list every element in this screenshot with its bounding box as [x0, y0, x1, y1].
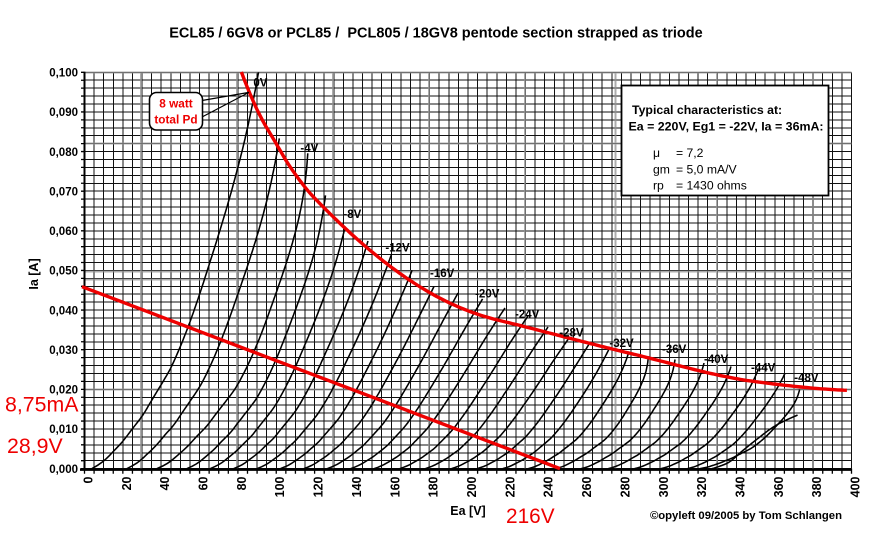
- svg-text:20: 20: [120, 476, 134, 490]
- svg-text:0,030: 0,030: [49, 345, 78, 357]
- svg-text:-44V: -44V: [751, 363, 776, 375]
- svg-text:-32V: -32V: [609, 338, 634, 350]
- svg-text:-20V: -20V: [475, 289, 500, 301]
- svg-text:gm: gm: [653, 163, 670, 177]
- svg-text:Ea = 220V, Eg1 = -22V, Ia = 36: Ea = 220V, Eg1 = -22V, Ia = 36mA:: [629, 120, 824, 134]
- svg-text:Ia [A]: Ia [A]: [27, 258, 41, 289]
- svg-text:80: 80: [235, 476, 249, 490]
- svg-text:0,010: 0,010: [49, 424, 78, 436]
- svg-text:-40V: -40V: [704, 354, 729, 366]
- svg-text:320: 320: [695, 476, 709, 497]
- svg-text:220: 220: [503, 476, 517, 497]
- svg-text:28,9V: 28,9V: [7, 434, 63, 458]
- svg-text:0,040: 0,040: [49, 305, 78, 317]
- svg-text:= 1430 ohms: = 1430 ohms: [676, 179, 747, 193]
- svg-text:-8V: -8V: [343, 209, 361, 221]
- svg-text:= 7,2: = 7,2: [676, 146, 704, 160]
- svg-text:300: 300: [657, 476, 671, 497]
- svg-text:160: 160: [388, 476, 402, 497]
- svg-text:0,000: 0,000: [49, 464, 78, 476]
- svg-text:400: 400: [849, 476, 863, 497]
- svg-text:120: 120: [312, 476, 326, 497]
- svg-text:0,070: 0,070: [49, 186, 78, 198]
- svg-text:280: 280: [618, 476, 632, 497]
- svg-text:200: 200: [465, 476, 479, 497]
- svg-text:0,060: 0,060: [49, 226, 78, 238]
- svg-text:260: 260: [580, 476, 594, 497]
- svg-text:40: 40: [158, 476, 172, 490]
- svg-text:0,090: 0,090: [49, 107, 78, 119]
- svg-text:180: 180: [427, 476, 441, 497]
- svg-text:340: 340: [734, 476, 748, 497]
- svg-text:140: 140: [350, 476, 364, 497]
- svg-text:0,100: 0,100: [49, 68, 78, 80]
- svg-text:0,050: 0,050: [49, 266, 78, 278]
- svg-text:-4V: -4V: [300, 143, 318, 155]
- svg-text:μ: μ: [653, 146, 660, 160]
- svg-text:8,75mA: 8,75mA: [5, 393, 79, 417]
- svg-text:-48V: -48V: [794, 373, 819, 385]
- svg-text:©opyleft 09/2005 by Tom Schlan: ©opyleft 09/2005 by Tom Schlangen: [650, 510, 842, 522]
- svg-text:total Pd: total Pd: [154, 113, 197, 127]
- svg-text:0,080: 0,080: [49, 147, 78, 159]
- svg-text:380: 380: [810, 476, 824, 497]
- svg-text:360: 360: [772, 476, 786, 497]
- svg-text:ECL85 / 6GV8 or PCL85 / PCL80: ECL85 / 6GV8 or PCL85 / PCL805 / 18GV8 p…: [169, 26, 702, 42]
- svg-text:240: 240: [542, 476, 556, 497]
- svg-text:-36V: -36V: [662, 344, 687, 356]
- svg-text:-24V: -24V: [515, 309, 540, 321]
- svg-text:Ea [V]: Ea [V]: [450, 504, 485, 518]
- svg-text:0: 0: [82, 476, 96, 483]
- svg-text:-16V: -16V: [430, 268, 455, 280]
- svg-text:-28V: -28V: [559, 328, 584, 340]
- svg-text:0,020: 0,020: [49, 385, 78, 397]
- svg-text:8 watt: 8 watt: [159, 97, 193, 111]
- svg-text:-12V: -12V: [385, 242, 410, 254]
- svg-text:216V: 216V: [506, 505, 555, 528]
- svg-text:0V: 0V: [253, 77, 267, 89]
- svg-text:rp: rp: [653, 179, 664, 193]
- svg-text:60: 60: [197, 476, 211, 490]
- svg-text:Typical characteristics at:: Typical characteristics at:: [632, 103, 782, 117]
- svg-text:100: 100: [273, 476, 287, 497]
- svg-text:= 5,0 mA/V: = 5,0 mA/V: [676, 163, 737, 177]
